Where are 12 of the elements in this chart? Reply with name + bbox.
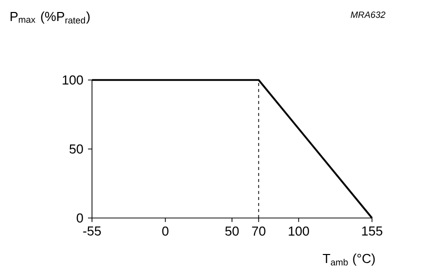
x-tick-label: 155 — [362, 226, 382, 236]
x-axis-title: T$_{amb}$ (°C) — [322, 254, 375, 266]
text: MRA632 — [350, 12, 386, 18]
y-tick-label: 0 — [76, 213, 83, 223]
x-tick-label: 100 — [288, 226, 310, 236]
x-tick-label: 70 — [252, 226, 266, 236]
x-tick-label: 50 — [225, 226, 239, 236]
y-tick-label: 100 — [62, 75, 83, 85]
x-tick-label: -55 — [83, 226, 101, 236]
y-tick-label: 50 — [70, 144, 83, 154]
x-tick-label: 0 — [162, 226, 168, 236]
y-axis-title: P$_{max}$ (%P$_{rated}$) — [10, 12, 90, 24]
